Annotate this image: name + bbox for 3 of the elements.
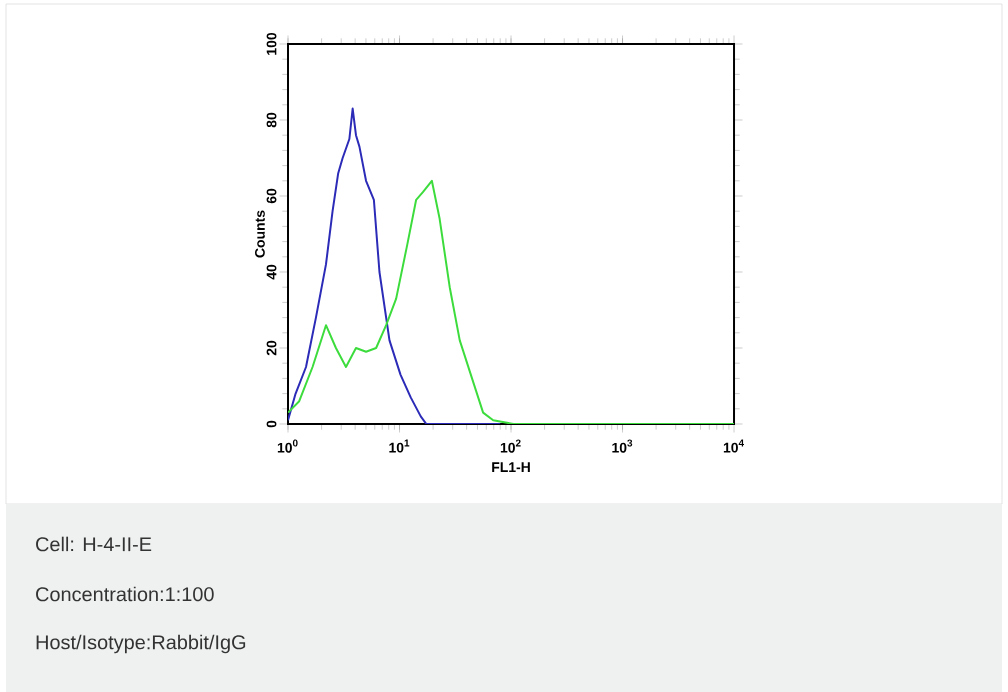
text: Concentration:1:100: [36, 586, 214, 602]
text: Cell: H-4-II-E: [36, 536, 152, 552]
text: Host/Isotype:Rabbit/IgG: [36, 634, 246, 654]
